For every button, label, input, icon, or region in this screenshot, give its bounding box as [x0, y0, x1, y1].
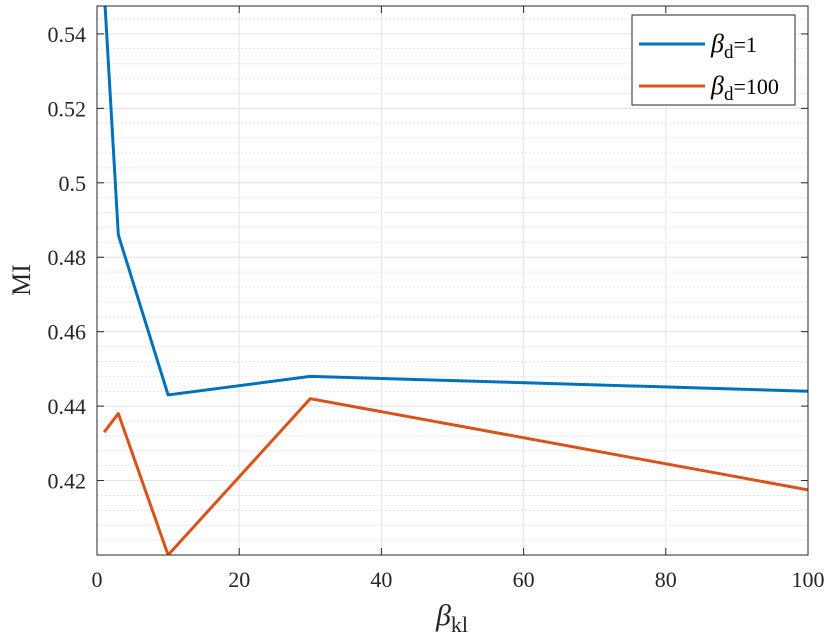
y-tick-label: 0.46	[48, 320, 87, 345]
x-axis-label-base: β	[435, 599, 451, 632]
y-tick-label: 0.52	[48, 96, 87, 121]
y-tick-label: 0.5	[59, 171, 87, 196]
plot-frame	[96, 5, 809, 556]
y-tick-label: 0.44	[48, 394, 87, 419]
legend-label-series-2-rest: =100	[733, 74, 778, 99]
y-tick-labels: 0.42 0.44 0.46 0.48 0.5 0.52 0.54	[48, 22, 87, 494]
y-tick-label: 0.48	[48, 245, 87, 270]
legend: βd=1 βd=100	[631, 14, 796, 106]
legend-label-series-1-rest: =1	[733, 32, 756, 57]
legend-label-series-2-subscript: d	[724, 84, 734, 105]
legend-label-series-2: βd=100	[710, 71, 779, 105]
legend-label-series-1-base: β	[710, 29, 724, 58]
x-axis-label-subscript: kl	[451, 612, 468, 637]
legend-label-series-1-subscript: d	[724, 42, 734, 63]
y-tick-label: 0.42	[48, 469, 87, 494]
x-tick-labels: 0 20 40 60 80 100	[92, 567, 825, 592]
series-line-1	[103, 6, 808, 397]
y-axis-label: MI	[7, 264, 36, 296]
legend-label-series-1: βd=1	[710, 29, 757, 63]
legend-label-series-2-base: β	[710, 71, 724, 100]
series-line-2	[102, 397, 808, 555]
x-tick-label: 100	[792, 567, 825, 592]
x-axis-label: βkl	[435, 599, 468, 637]
tick-marks	[96, 6, 809, 555]
legend-box	[631, 14, 796, 106]
series-layer	[102, 6, 808, 555]
x-tick-label: 40	[370, 567, 392, 592]
y-tick-label: 0.54	[48, 22, 87, 47]
x-tick-label: 0	[92, 567, 103, 592]
x-tick-label: 80	[655, 567, 677, 592]
x-tick-label: 20	[228, 567, 250, 592]
x-tick-label: 60	[513, 567, 535, 592]
